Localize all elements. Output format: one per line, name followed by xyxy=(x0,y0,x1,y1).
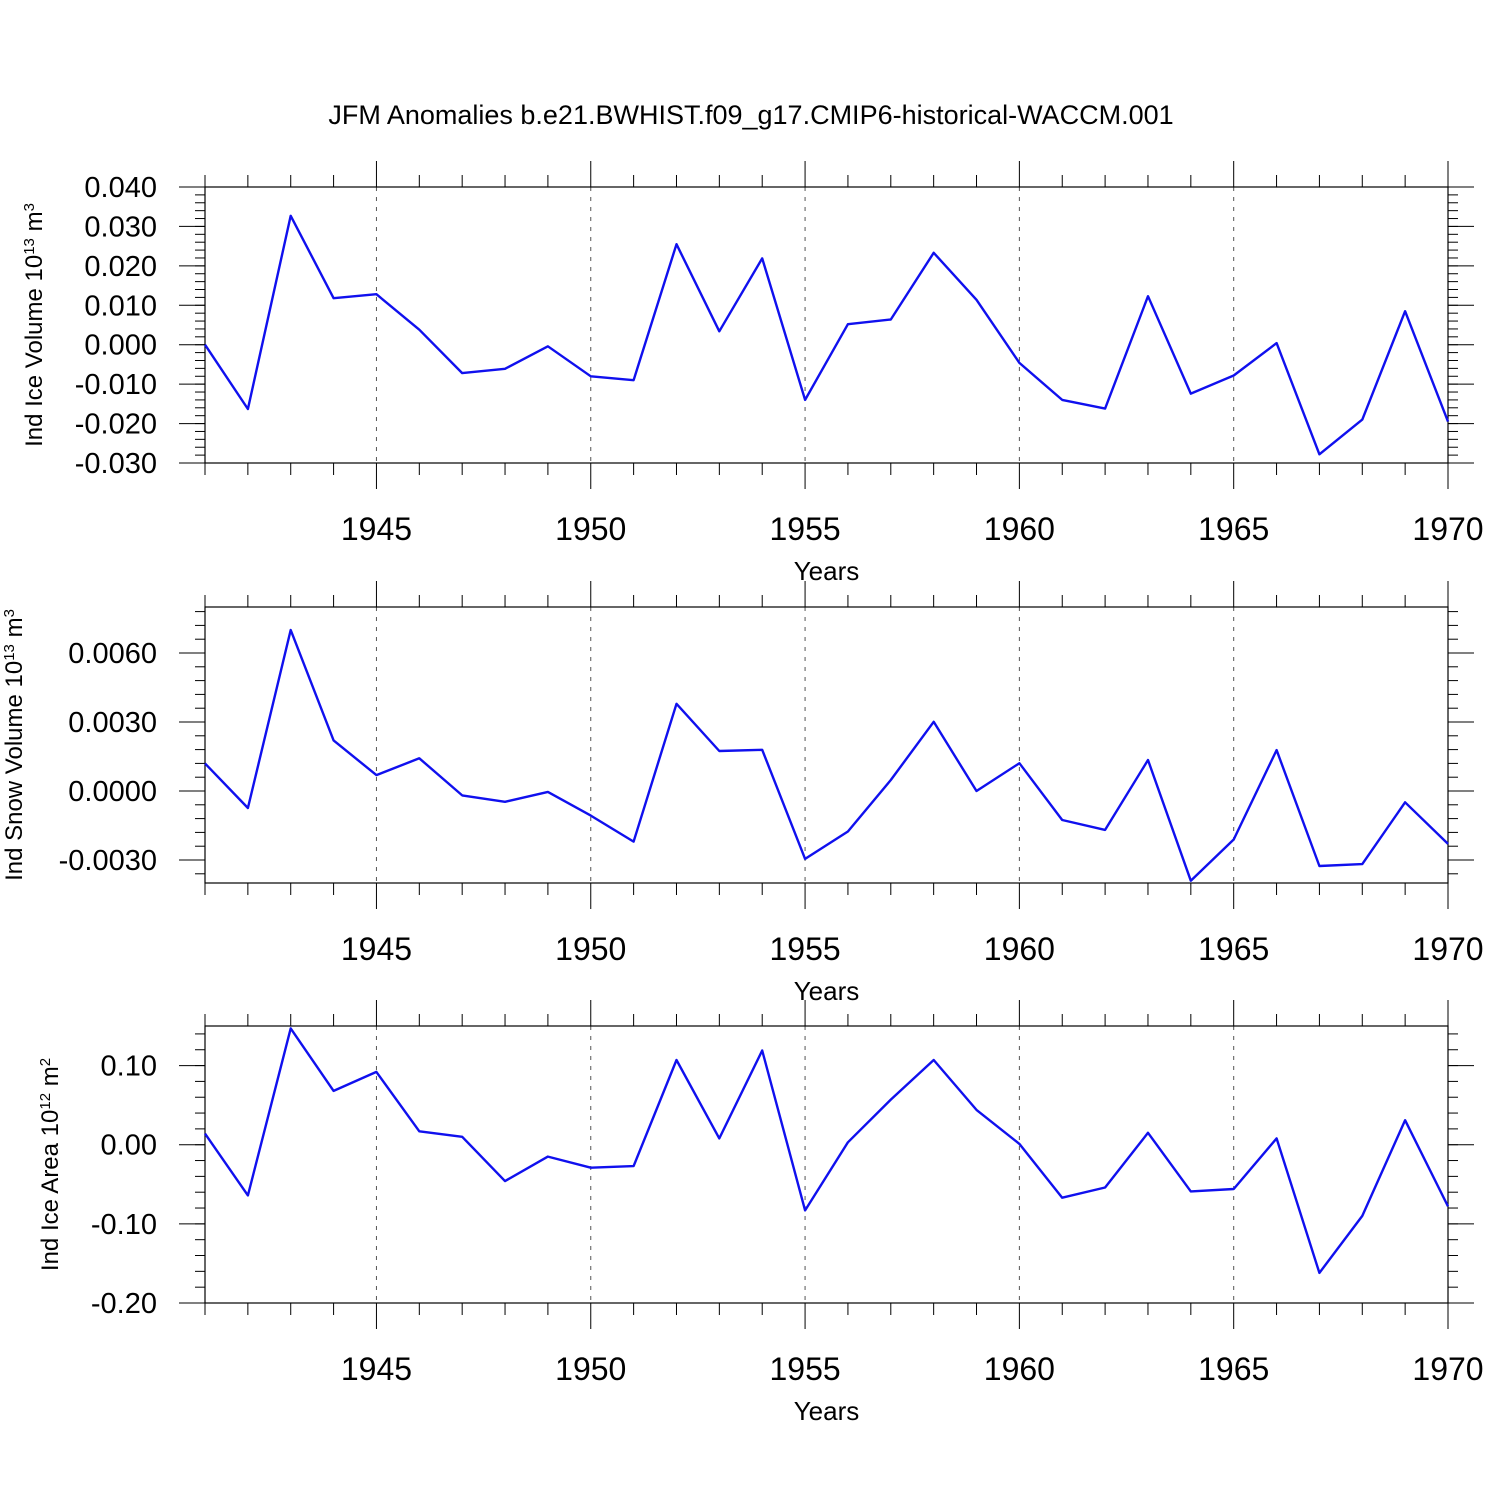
y-tick-label: -0.0030 xyxy=(59,845,157,877)
y-axis-label: Ind Ice Area 1012 m2 xyxy=(37,1058,65,1271)
x-tick-label: 1955 xyxy=(769,931,840,967)
x-tick-label: 1960 xyxy=(984,511,1055,547)
panels: -0.030 -0.020 -0.010 0.000 0.010 0.020 0.030 0.… xyxy=(1,161,1484,1426)
chart-title: JFM Anomalies b.e21.BWHIST.f09_g17.CMIP6… xyxy=(328,100,1173,130)
y-tick-label: -0.030 xyxy=(75,448,157,480)
x-axis-label: Years xyxy=(794,976,860,1006)
y-tick-label: 0.020 xyxy=(84,251,157,283)
y-tick-label: 0.0000 xyxy=(68,776,157,808)
y-axis-label: Ind Snow Volume 1013 m3 xyxy=(1,609,29,881)
y-tick-label: 0.10 xyxy=(101,1051,157,1083)
x-tick-label: 1955 xyxy=(769,511,840,547)
y-tick-label: 0.0060 xyxy=(68,638,157,670)
x-tick-label: 1950 xyxy=(555,931,626,967)
plot-frame xyxy=(204,606,1449,884)
y-axis-label-sup1: 12 xyxy=(37,1093,54,1110)
y-axis-label: Ind Ice Volume 1013 m3 xyxy=(21,203,49,447)
x-tick-label: 1970 xyxy=(1412,511,1483,547)
y-axis-label-text: Ind Ice Volume 10 xyxy=(21,255,48,447)
x-tick-label: 1965 xyxy=(1198,1351,1269,1387)
plot-frame xyxy=(204,186,1449,464)
x-tick-label: 1960 xyxy=(984,931,1055,967)
x-tick-label: 1965 xyxy=(1198,931,1269,967)
y-tick-label: -0.20 xyxy=(91,1288,157,1320)
plot-frame xyxy=(204,1025,1449,1304)
y-tick-label: 0.0030 xyxy=(68,707,157,739)
y-tick-label: 0.00 xyxy=(101,1130,157,1162)
x-tick-label: 1960 xyxy=(984,1351,1055,1387)
series-line xyxy=(204,1027,1450,1275)
x-axis-label: Years xyxy=(794,556,860,586)
y-axis-label-mid: m xyxy=(37,1066,64,1093)
series-line xyxy=(204,628,1449,882)
series-line xyxy=(204,214,1450,456)
y-tick-label: 0.010 xyxy=(84,290,157,322)
x-tick-label: 1945 xyxy=(341,931,412,967)
y-tick-label: -0.010 xyxy=(75,369,157,401)
panel-3: -0.20 -0.10 0.00 0.10 1945 1950 1955 1960 1965 19… xyxy=(37,1000,1484,1426)
y-tick-label: -0.10 xyxy=(91,1209,157,1241)
panel-1: -0.030 -0.020 -0.010 0.000 0.010 0.020 0.030 0.… xyxy=(21,161,1484,586)
y-tick-label: -0.020 xyxy=(75,409,157,441)
y-axis-label-mid: m xyxy=(1,617,28,644)
y-tick-label: 0.000 xyxy=(84,330,157,362)
x-tick-label: 1945 xyxy=(341,1351,412,1387)
x-tick-label: 1970 xyxy=(1412,1351,1483,1387)
x-tick-label: 1965 xyxy=(1198,511,1269,547)
x-tick-label: 1950 xyxy=(555,1351,626,1387)
x-tick-label: 1950 xyxy=(555,511,626,547)
x-tick-label: 1955 xyxy=(769,1351,840,1387)
y-axis-label-sup1: 13 xyxy=(1,644,18,661)
y-axis-label-sup2: 2 xyxy=(37,1058,54,1066)
x-tick-label: 1945 xyxy=(341,511,412,547)
x-axis-label: Years xyxy=(794,1396,860,1426)
x-tick-label: 1970 xyxy=(1412,931,1483,967)
y-tick-label: 0.030 xyxy=(84,211,157,243)
y-tick-label: 0.040 xyxy=(84,172,157,204)
y-axis-label-text: Ind Snow Volume 10 xyxy=(1,661,28,881)
y-axis-label-sup1: 13 xyxy=(21,238,38,255)
panel-2: -0.0030 0.0000 0.0030 0.0060 1945 1950 1955 196… xyxy=(1,581,1484,1006)
y-axis-label-mid: m xyxy=(21,211,48,238)
y-axis-label-sup2: 3 xyxy=(21,203,38,211)
y-axis-label-text: Ind Ice Area 10 xyxy=(37,1110,64,1271)
y-axis-label-sup2: 3 xyxy=(1,609,18,617)
